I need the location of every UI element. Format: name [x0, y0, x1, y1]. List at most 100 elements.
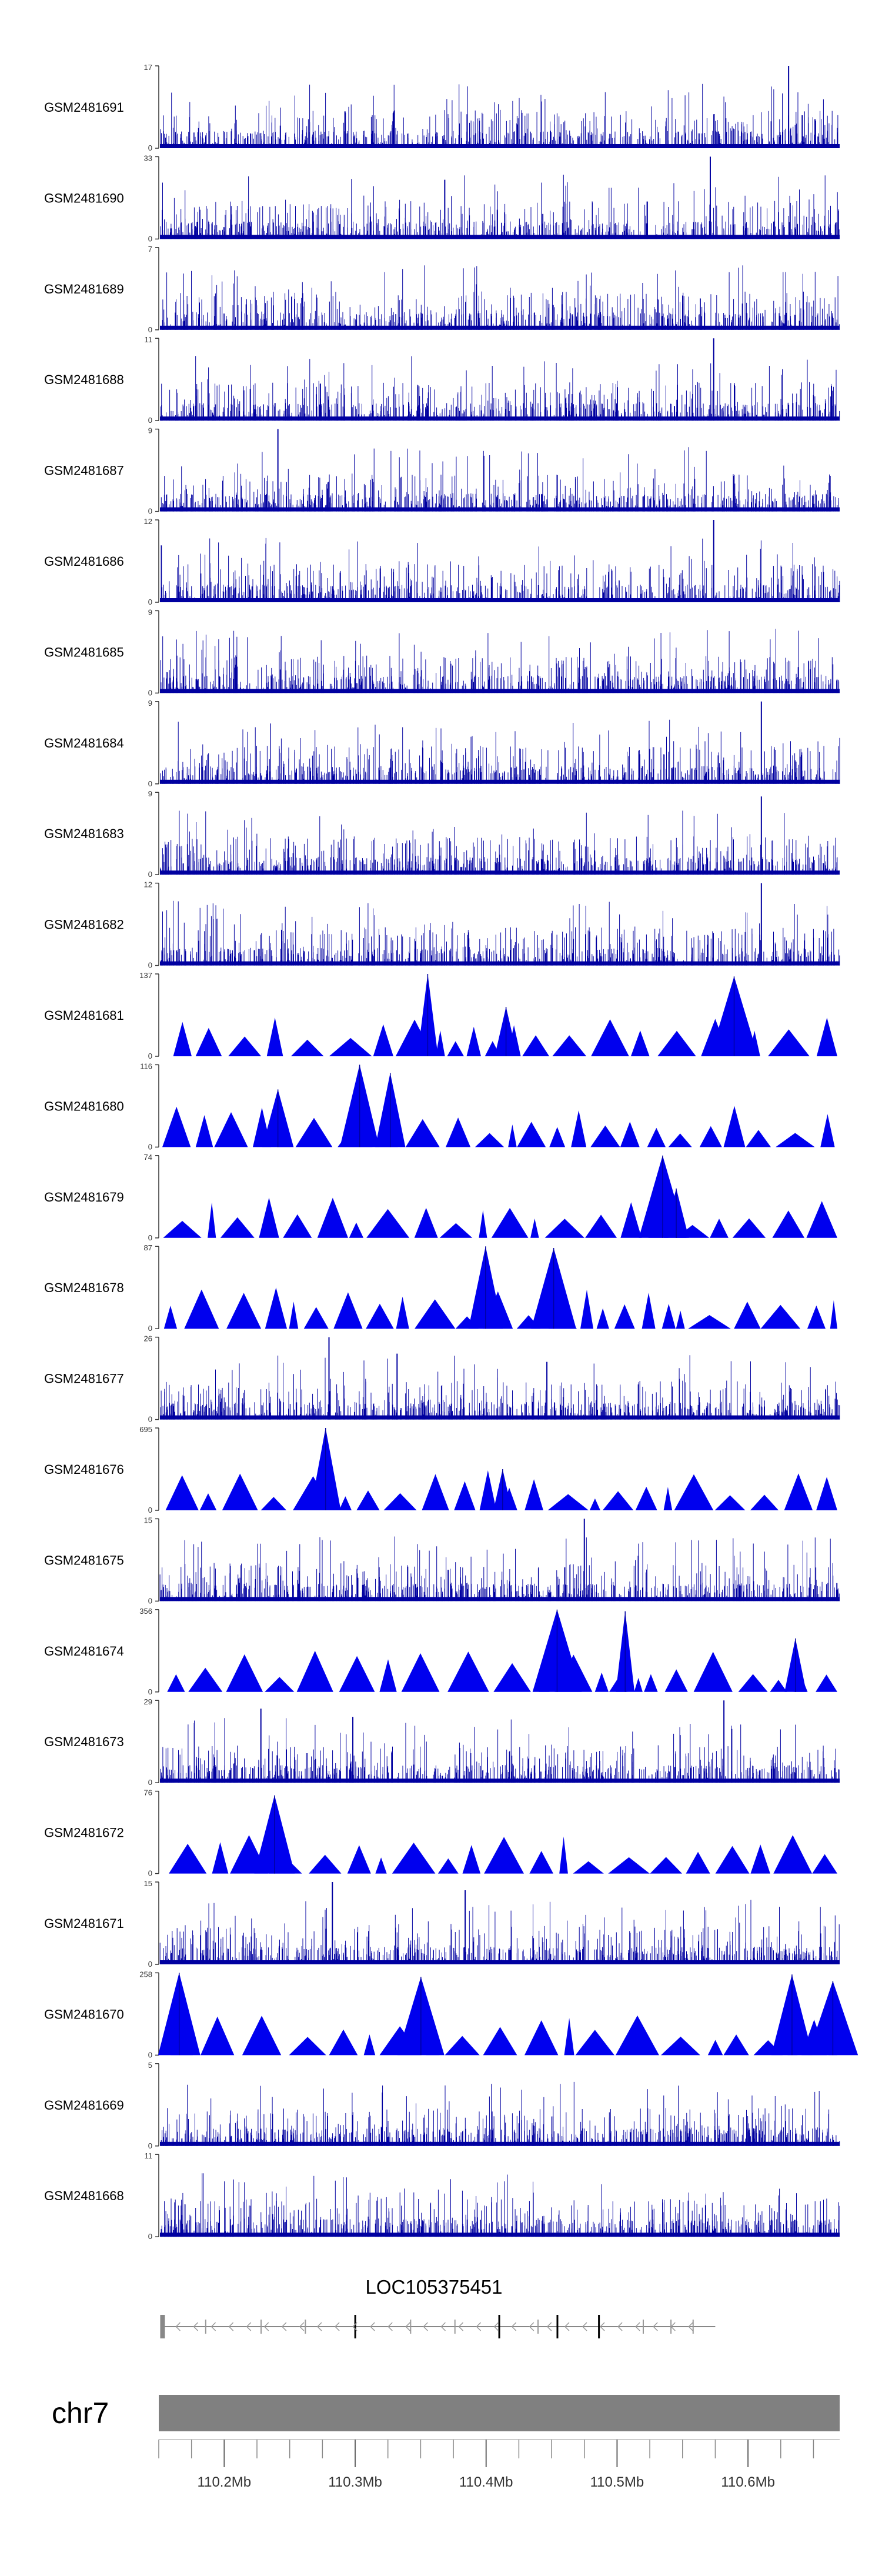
strand-arrow	[387, 2322, 393, 2331]
strand-arrow	[423, 2322, 428, 2331]
coverage-signal	[160, 175, 840, 239]
coverage-signal	[160, 810, 838, 875]
coverage-baseline	[160, 1597, 840, 1601]
strand-arrow	[175, 2322, 181, 2331]
track-label: GSM2481687	[44, 463, 124, 478]
y-min-label: 0	[148, 1052, 152, 1060]
coverage-baseline	[160, 779, 840, 784]
coverage-track: GSM2481670 258 0	[44, 1970, 858, 2059]
coverage-signal	[161, 538, 840, 602]
coverage-track: GSM2481672 76 0	[44, 1788, 837, 1878]
y-min-label: 0	[148, 1506, 152, 1514]
strand-arrow	[546, 2322, 552, 2331]
x-tick-label: 110.2Mb	[198, 2474, 252, 2490]
strand-arrow	[263, 2322, 269, 2331]
y-max-label: 76	[144, 1788, 152, 1797]
y-min-label: 0	[148, 144, 152, 152]
track-label: GSM2481680	[44, 1099, 124, 1113]
track-label: GSM2481673	[44, 1734, 124, 1749]
strand-arrow	[193, 2322, 199, 2331]
strand-arrow	[688, 2322, 693, 2331]
coverage-track: GSM2481679 74 0	[44, 1153, 837, 1242]
coverage-signal	[161, 2081, 840, 2146]
y-max-label: 137	[139, 971, 152, 980]
y-min-label: 0	[148, 507, 152, 516]
coverage-track: GSM2481671 15 0	[44, 1879, 840, 1968]
y-max-label: 9	[148, 699, 152, 708]
y-max-label: 74	[144, 1153, 152, 1162]
y-max-label: 87	[144, 1243, 152, 1252]
track-label: GSM2481683	[44, 826, 124, 841]
track-label: GSM2481678	[44, 1280, 124, 1295]
coverage-signal	[162, 1197, 837, 1238]
coverage-track: GSM2481681 137 0	[44, 971, 837, 1060]
y-min-label: 0	[148, 1233, 152, 1242]
y-min-label: 0	[148, 416, 152, 425]
y-min-label: 0	[148, 598, 152, 606]
coverage-baseline	[160, 2141, 840, 2146]
strand-arrow	[511, 2322, 517, 2331]
chromosome-track: chr7	[52, 2395, 840, 2431]
coverage-track: GSM2481677 26 0	[44, 1334, 840, 1424]
y-max-label: 15	[144, 1879, 152, 1888]
x-tick-label: 110.5Mb	[590, 2474, 644, 2490]
track-label: GSM2481669	[44, 2098, 124, 2113]
coverage-signal	[162, 1017, 837, 1056]
track-label: GSM2481679	[44, 1190, 124, 1204]
coverage-signal	[161, 2173, 840, 2237]
track-label: GSM2481670	[44, 2007, 124, 2021]
track-label: GSM2481689	[44, 282, 124, 296]
coverage-track: GSM2481691 17 0	[44, 63, 840, 152]
x-tick-label: 110.3Mb	[328, 2474, 382, 2490]
coverage-track: GSM2481683 9 0	[44, 789, 840, 879]
coverage-signal	[162, 265, 840, 330]
y-min-label: 0	[148, 2141, 152, 2150]
gene-exon	[160, 2315, 165, 2338]
chromosome-ideogram	[159, 2395, 840, 2431]
coverage-tracks: GSM2481691170GSM2481690330GSM248168970GS…	[44, 63, 858, 2241]
strand-arrow	[493, 2322, 499, 2331]
track-label: GSM2481676	[44, 1462, 124, 1477]
chromosome-label: chr7	[52, 2397, 109, 2430]
track-label: GSM2481686	[44, 554, 124, 569]
strand-arrow	[599, 2322, 605, 2331]
y-min-label: 0	[148, 1869, 152, 1878]
y-max-label: 12	[144, 517, 152, 526]
coverage-signal	[160, 84, 838, 148]
coverage-track: GSM2481668 11 0	[44, 2151, 840, 2241]
coverage-baseline	[160, 416, 840, 421]
y-max-label: 17	[144, 63, 152, 72]
coverage-baseline	[160, 689, 840, 693]
y-min-label: 0	[148, 2050, 152, 2059]
coverage-track: GSM2481689 7 0	[44, 245, 840, 334]
track-label: GSM2481690	[44, 191, 124, 205]
y-max-label: 7	[148, 245, 152, 253]
y-max-label: 11	[145, 2151, 153, 2160]
coverage-signal	[162, 1106, 835, 1147]
coverage-signal	[162, 1835, 837, 1874]
genome-axis: 110.2Mb 110.3Mb 110.4Mb 110.5Mb 110.6Mb	[158, 2439, 840, 2490]
strand-arrow	[370, 2322, 375, 2331]
coverage-baseline	[160, 1778, 840, 1783]
track-label: GSM2481668	[44, 2188, 124, 2203]
coverage-signal	[159, 1900, 840, 1964]
coverage-baseline	[160, 961, 840, 966]
gene-name-label: LOC105375451	[365, 2276, 502, 2298]
y-min-label: 0	[148, 1960, 152, 1968]
x-tick-label: 110.6Mb	[721, 2474, 775, 2490]
coverage-track: GSM2481678 87 0	[44, 1243, 837, 1333]
y-max-label: 9	[148, 426, 152, 435]
track-label: GSM2481675	[44, 1553, 124, 1567]
track-label: GSM2481684	[44, 736, 124, 750]
x-tick-label: 110.4Mb	[459, 2474, 513, 2490]
coverage-baseline	[160, 144, 840, 148]
coverage-signal	[159, 1536, 840, 1601]
strand-arrow	[281, 2322, 287, 2331]
coverage-track: GSM2481687 9 0	[44, 426, 840, 516]
y-max-label: 11	[145, 335, 153, 344]
coverage-track: GSM2481685 9 0	[44, 608, 840, 697]
strand-arrow	[316, 2322, 322, 2331]
y-max-label: 9	[148, 608, 152, 616]
y-max-label: 356	[139, 1607, 152, 1616]
